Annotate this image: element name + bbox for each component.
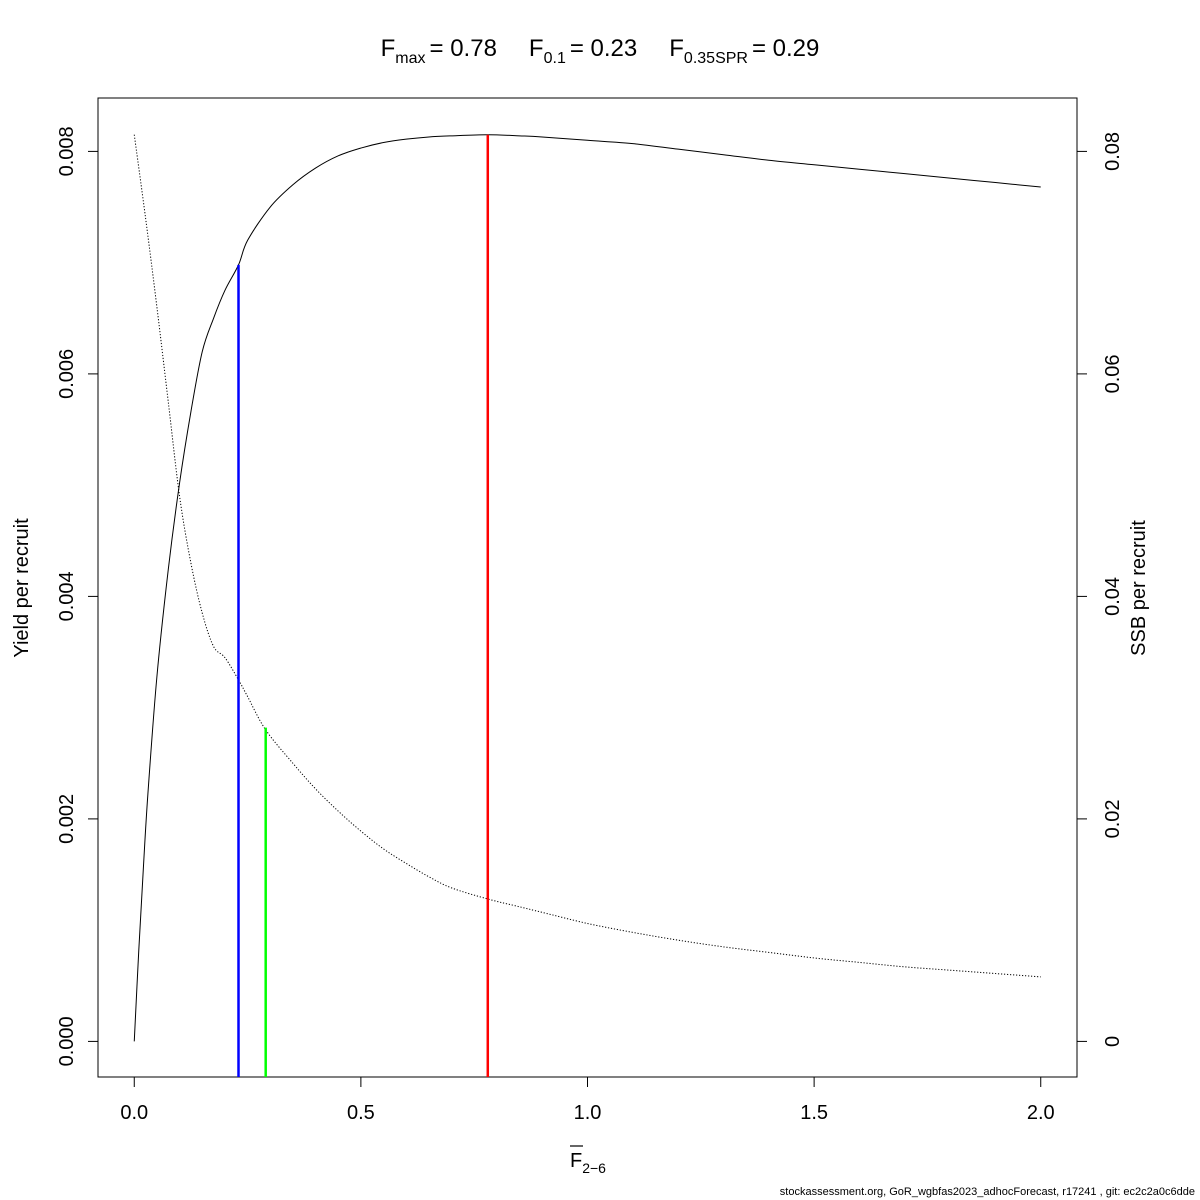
title-fmax-sub: max (395, 50, 425, 67)
y-right-tick-label: 0.08 (1102, 132, 1124, 171)
y-right-tick-label: 0.06 (1102, 354, 1124, 393)
y-left-tick-label: 0.002 (56, 794, 78, 844)
title-f01-sub: 0.1 (544, 50, 566, 67)
title-f035spr-sub: 0.35SPR (684, 50, 748, 67)
y-axis-right: 0 0.02 0.04 0.06 0.08 (1077, 132, 1124, 1047)
y-right-tick-label: 0.04 (1102, 577, 1124, 616)
x-tick-label: 1.0 (574, 1102, 602, 1124)
chart-title: Fmax = 0.78 F0.1 = 0.23 F0.35SPR = 0.29 (381, 35, 820, 67)
x-tick-label: 1.5 (800, 1102, 828, 1124)
x-axis-label-symbol: F (570, 1150, 582, 1172)
y-right-tick-label: 0.02 (1102, 799, 1124, 838)
title-f035spr-symbol: F (669, 35, 684, 62)
y-axis-left-label: Yield per recruit (11, 518, 33, 658)
y-left-tick-label: 0.000 (56, 1016, 78, 1066)
title-f01-symbol: F (529, 35, 544, 62)
x-axis-label: F2−6 (570, 1150, 606, 1176)
x-tick-label: 0.5 (347, 1102, 375, 1124)
title-fmax-eq: = 0.78 (430, 35, 497, 62)
y-axis-left: 0.000 0.002 0.004 0.006 0.008 (56, 126, 98, 1066)
x-axis: 0.0 0.5 1.0 1.5 2.0 (120, 1077, 1055, 1124)
y-left-tick-label: 0.008 (56, 126, 78, 176)
y-axis-right-label: SSB per recruit (1128, 520, 1150, 656)
title-f01-eq: = 0.23 (570, 35, 637, 62)
y-left-tick-label: 0.004 (56, 571, 78, 621)
x-tick-label: 2.0 (1027, 1102, 1055, 1124)
x-axis-label-sub: 2−6 (582, 1160, 606, 1176)
y-right-tick-label: 0 (1102, 1036, 1124, 1047)
y-left-tick-label: 0.006 (56, 349, 78, 399)
series-layer (133, 134, 1041, 1042)
reference-lines (237, 134, 490, 1077)
yield-per-recruit-line (133, 134, 1041, 1042)
footer-credit: stockassessment.org, GoR_wgbfas2023_adho… (780, 1186, 1195, 1198)
x-tick-label: 0.0 (120, 1102, 148, 1124)
title-fmax-symbol: F (381, 35, 396, 62)
title-f035spr-eq: = 0.29 (752, 35, 819, 62)
